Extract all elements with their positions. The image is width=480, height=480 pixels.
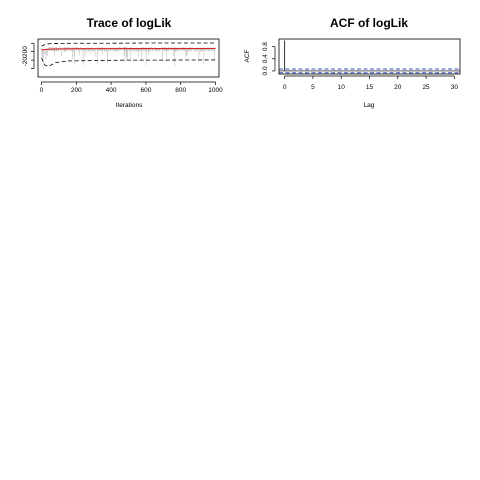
y-tick-label: 0.0	[262, 66, 269, 75]
trace-panel: Trace of logLik 0 200 400 600 800 1000 -20200…	[22, 16, 223, 109]
upper-quantile-line	[41, 42, 216, 47]
x-tick-label: 5	[311, 84, 315, 91]
trace-x-axis-label: Iterations	[116, 102, 143, 109]
x-tick-label: 10	[338, 84, 346, 91]
x-tick-label: 30	[451, 84, 459, 91]
trace-y-axis: -20200	[22, 42, 35, 69]
x-tick-label: 800	[175, 87, 186, 94]
trace-series-line	[41, 46, 216, 70]
x-tick-label: 0	[40, 87, 44, 94]
acf-x-axis: 0 5 10 15 20 25 30	[283, 75, 459, 91]
y-tick-label: -20200	[22, 46, 29, 67]
x-tick-label: 0	[283, 84, 287, 91]
x-tick-label: 400	[106, 87, 117, 94]
acf-panel: ACF of logLik 0 5 10 15 20 25 30 0.0 0.4 0.8 Lag…	[244, 16, 461, 109]
trace-plot-frame	[37, 38, 220, 78]
acf-plot-area	[279, 40, 461, 74]
x-tick-label: 600	[140, 87, 151, 94]
lower-quantile-line	[41, 57, 216, 67]
x-tick-label: 20	[394, 84, 402, 91]
acf-y-axis-label: ACF	[244, 49, 251, 62]
y-tick-label: 0.4	[262, 54, 269, 63]
acf-plot-frame	[278, 38, 461, 75]
acf-chart-title: ACF of logLik	[330, 16, 408, 30]
trace-plot-area	[41, 42, 216, 70]
trace-x-axis: 0 200 400 600 800 1000	[40, 81, 223, 94]
trace-chart-title: Trace of logLik	[87, 16, 172, 30]
x-tick-label: 200	[71, 87, 82, 94]
x-tick-label: 1000	[208, 87, 223, 94]
x-tick-label: 15	[366, 84, 374, 91]
acf-y-axis: 0.0 0.4 0.8	[262, 42, 276, 75]
y-tick-label: 0.8	[262, 42, 269, 51]
acf-x-axis-label: Lag	[364, 102, 375, 109]
x-tick-label: 25	[422, 84, 430, 91]
running-mean-line	[41, 47, 216, 51]
